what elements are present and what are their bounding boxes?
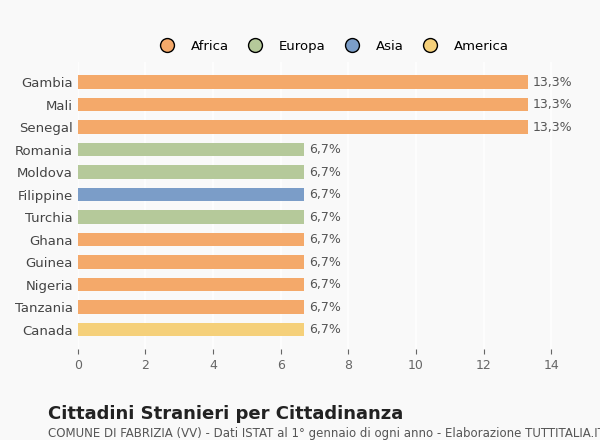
Text: 13,3%: 13,3% xyxy=(533,98,572,111)
Text: 6,7%: 6,7% xyxy=(310,211,341,224)
Bar xyxy=(78,255,304,269)
Text: 6,7%: 6,7% xyxy=(310,301,341,314)
Text: 6,7%: 6,7% xyxy=(310,188,341,201)
Text: 6,7%: 6,7% xyxy=(310,278,341,291)
Bar xyxy=(78,323,304,337)
Text: 6,7%: 6,7% xyxy=(310,165,341,179)
Bar xyxy=(78,278,304,291)
Text: 6,7%: 6,7% xyxy=(310,323,341,336)
Bar xyxy=(78,143,304,156)
Bar xyxy=(78,120,527,134)
Bar xyxy=(78,188,304,202)
Text: 6,7%: 6,7% xyxy=(310,256,341,269)
Text: 6,7%: 6,7% xyxy=(310,233,341,246)
Legend: Africa, Europa, Asia, America: Africa, Europa, Asia, America xyxy=(149,34,514,58)
Bar xyxy=(78,301,304,314)
Bar xyxy=(78,165,304,179)
Text: Cittadini Stranieri per Cittadinanza: Cittadini Stranieri per Cittadinanza xyxy=(48,405,403,423)
Bar xyxy=(78,75,527,89)
Text: COMUNE DI FABRIZIA (VV) - Dati ISTAT al 1° gennaio di ogni anno - Elaborazione T: COMUNE DI FABRIZIA (VV) - Dati ISTAT al … xyxy=(48,427,600,440)
Text: 6,7%: 6,7% xyxy=(310,143,341,156)
Bar xyxy=(78,210,304,224)
Bar xyxy=(78,233,304,246)
Bar xyxy=(78,98,527,111)
Text: 13,3%: 13,3% xyxy=(533,76,572,88)
Text: 13,3%: 13,3% xyxy=(533,121,572,134)
